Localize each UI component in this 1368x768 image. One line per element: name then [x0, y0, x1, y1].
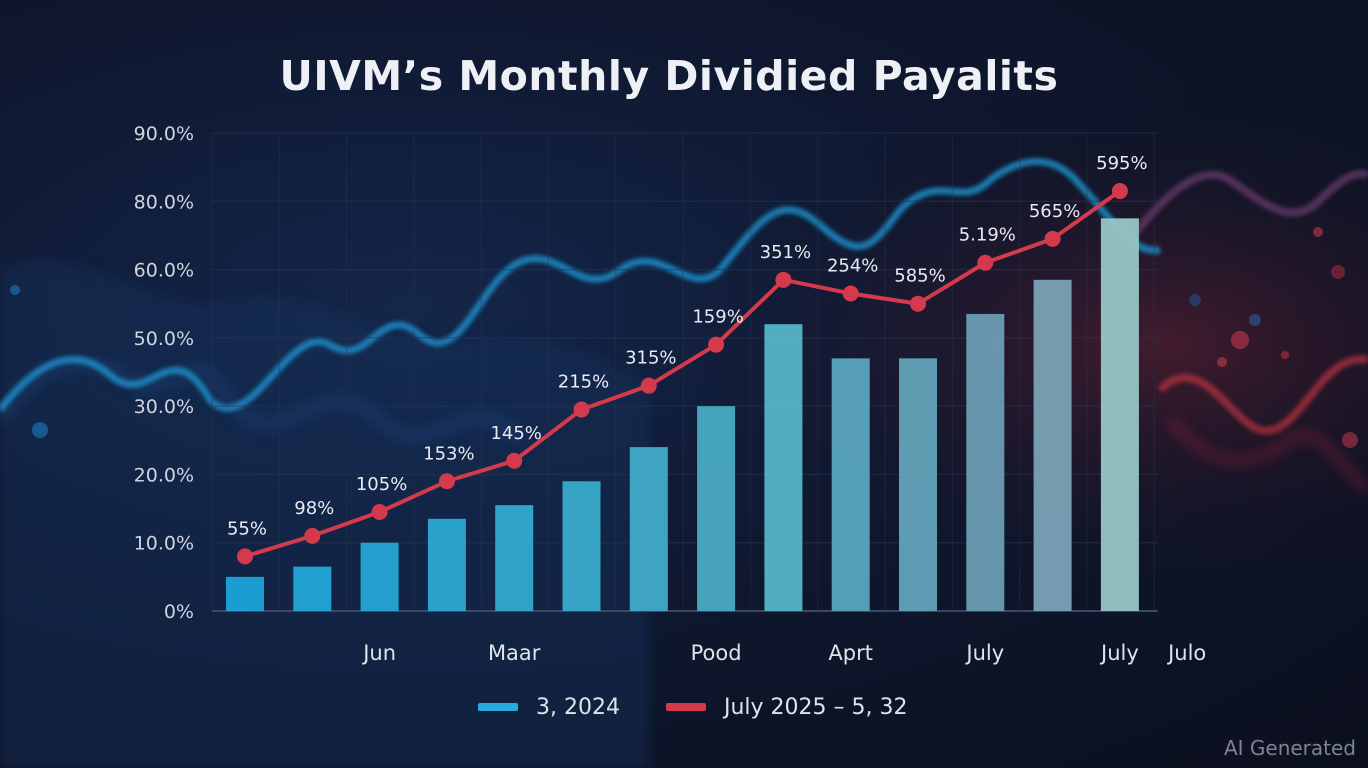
data-label: 145% [490, 423, 541, 444]
bar [966, 313, 1005, 611]
x-tick-label: Aprt [828, 641, 873, 665]
bar [427, 518, 466, 611]
bar [629, 447, 668, 611]
legend-item-line: July 2025 – 5, 32 [665, 694, 908, 720]
grid-lines [211, 132, 1158, 612]
legend-label-line: July 2025 – 5, 32 [723, 694, 908, 720]
line-series [237, 183, 1128, 565]
data-label: 315% [625, 348, 676, 369]
line-point [304, 527, 321, 544]
watermark: AI Generated [1223, 736, 1356, 760]
chart-title: UIVM’s Monthly Dividied Payalits [279, 52, 1059, 100]
bar [1100, 218, 1139, 611]
legend-item-bars: 3, 2024 [478, 695, 620, 720]
line-point [371, 503, 388, 520]
bar [360, 542, 399, 611]
y-tick-label: 60.0% [134, 260, 194, 282]
legend-swatch-bars [478, 703, 518, 711]
bar [226, 576, 264, 611]
line-point [977, 254, 994, 271]
data-label: 351% [760, 242, 811, 263]
data-label: 5.19% [959, 225, 1016, 246]
line-point [438, 473, 455, 490]
bar [293, 566, 332, 611]
line-point [1044, 230, 1061, 247]
x-axis: Jun Maar Pood Aprt July July Julo [361, 641, 1206, 665]
y-tick-label: 90.0% [134, 123, 194, 145]
bar [764, 324, 803, 611]
data-label: 215% [558, 372, 609, 393]
data-label: 565% [1029, 201, 1080, 222]
data-label: 105% [356, 474, 407, 495]
bar [697, 406, 736, 611]
x-tick-label: Maar [488, 641, 541, 665]
x-tick-label: Pood [691, 641, 742, 665]
data-label: 595% [1096, 153, 1147, 174]
line-point [640, 377, 657, 394]
data-label: 98% [294, 498, 334, 519]
line-point [708, 336, 725, 353]
data-label: 254% [827, 255, 878, 276]
line-point [1111, 183, 1128, 200]
bar [562, 481, 601, 611]
line-point [506, 452, 523, 469]
y-axis: 0% 10.0% 20.0% 30.0% 50.0% 60.0% 80.0% 90.0% [134, 123, 194, 623]
data-label: 585% [894, 266, 945, 287]
line-point [910, 295, 926, 312]
data-label: 55% [227, 518, 267, 539]
data-label: 153% [423, 443, 474, 464]
bar [831, 358, 870, 611]
data-label: 159% [692, 307, 743, 328]
x-tick-label: Julo [1166, 641, 1206, 665]
bar [899, 358, 937, 611]
series-line [244, 189, 1122, 559]
y-tick-label: 0% [164, 601, 194, 623]
x-tick-label: July [1099, 641, 1139, 665]
data-labels: 55% 98% 105% 153% 145% 215% 315% 159% 351% 254% 58… [227, 153, 1148, 539]
bar [495, 505, 534, 611]
x-tick-label: July [964, 641, 1004, 665]
y-tick-label: 50.0% [134, 328, 194, 350]
y-tick-label: 80.0% [134, 191, 194, 213]
line-point [842, 285, 859, 302]
x-tick-label: Jun [361, 641, 396, 665]
line-point [775, 271, 792, 288]
legend-label-bars: 3, 2024 [536, 694, 620, 720]
line-point [573, 401, 590, 418]
bar [1033, 279, 1072, 611]
line-point [237, 548, 253, 565]
legend: 3, 2024 July 2025 – 5, 32 [478, 692, 954, 722]
legend-swatch-line [665, 703, 706, 711]
bar-series [226, 218, 1139, 611]
y-tick-label: 10.0% [134, 533, 194, 555]
y-tick-label: 20.0% [134, 464, 194, 486]
y-tick-label: 30.0% [134, 396, 194, 418]
